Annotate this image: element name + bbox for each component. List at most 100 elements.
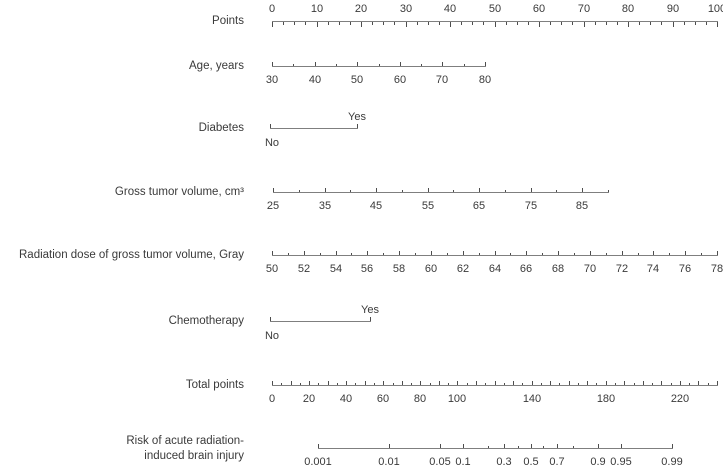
axis-tick-radiation-dose-of-gross-tumor-volume-gray — [479, 252, 480, 255]
axis-tick-label-points: 60 — [532, 3, 546, 15]
axis-tick-total-points — [717, 380, 718, 385]
axis-tick-label-age-years: 80 — [478, 74, 492, 86]
axis-tick-total-points — [513, 380, 514, 385]
axis-tick-risk-of-acute-radiation — [504, 443, 505, 448]
axis-tick-risk-of-acute-radiation — [543, 445, 544, 448]
axis-tick-label-gross-tumor-volume-cm: 35 — [318, 200, 332, 212]
axis-tick-radiation-dose-of-gross-tumor-volume-gray — [622, 250, 623, 255]
axis-tick-risk-of-acute-radiation — [389, 443, 390, 448]
axis-tick-label-points: 20 — [354, 3, 368, 15]
axis-tick-points — [305, 22, 306, 25]
axis-tick-label-radiation-dose-of-gross-tumor-volume-gray: 74 — [646, 263, 660, 275]
axis-tick-points — [717, 22, 718, 27]
axis-tick-diabetes — [357, 124, 358, 128]
axis-tick-gross-tumor-volume-cm — [376, 187, 377, 192]
axis-tick-radiation-dose-of-gross-tumor-volume-gray — [320, 252, 321, 255]
axis-tick-points — [283, 22, 284, 25]
axis-tick-age-years — [421, 63, 422, 66]
axis-tick-total-points — [402, 380, 403, 385]
axis-tick-gross-tumor-volume-cm — [299, 189, 300, 192]
axis-tick-label-total-points: 40 — [339, 393, 353, 405]
axis-tick-label-risk-of-acute-radiation: 0.1 — [455, 456, 471, 468]
axis-tick-total-points — [615, 382, 616, 385]
axis-tick-gross-tumor-volume-cm — [505, 189, 506, 192]
axis-tick-label-points: 90 — [666, 3, 680, 15]
axis-tick-label-risk-of-acute-radiation: 0.5 — [523, 456, 539, 468]
axis-tick-total-points — [652, 382, 653, 385]
axis-tick-total-points — [328, 380, 329, 385]
axis-tick-total-points — [569, 380, 570, 385]
axis-tick-points — [528, 22, 529, 25]
axis-tick-gross-tumor-volume-cm — [402, 189, 403, 192]
axis-tick-total-points — [393, 382, 394, 385]
axis-tick-total-points — [661, 380, 662, 385]
axis-tick-total-points — [300, 382, 301, 385]
axis-tick-total-points — [272, 380, 273, 385]
axis-tick-points — [439, 22, 440, 25]
axis-line-gross-tumor-volume-cm — [273, 192, 609, 193]
axis-tick-label-radiation-dose-of-gross-tumor-volume-gray: 58 — [392, 263, 406, 275]
axis-tick-label-risk-of-acute-radiation: 0.01 — [378, 456, 400, 468]
axis-tick-radiation-dose-of-gross-tumor-volume-gray — [574, 252, 575, 255]
axis-tick-total-points — [596, 382, 597, 385]
axis-tick-label-points: 100 — [707, 3, 723, 15]
axis-tick-risk-of-acute-radiation — [531, 443, 532, 448]
axis-tick-total-points — [522, 382, 523, 385]
axis-tick-age-years — [272, 61, 273, 66]
axis-tick-label-total-points: 220 — [670, 393, 690, 405]
axis-tick-points — [617, 22, 618, 25]
axis-tick-radiation-dose-of-gross-tumor-volume-gray — [638, 252, 639, 255]
axis-tick-label-points: 40 — [443, 3, 457, 15]
axis-tick-label-points: 80 — [621, 3, 635, 15]
axis-tick-age-years — [442, 61, 443, 66]
axis-tick-risk-of-acute-radiation — [518, 445, 519, 448]
axis-tick-points — [706, 22, 707, 25]
row-label-total-points: Total points — [185, 379, 244, 391]
axis-tick-radiation-dose-of-gross-tumor-volume-gray — [351, 252, 352, 255]
axis-tick-risk-of-acute-radiation — [488, 445, 489, 448]
axis-tick-total-points — [634, 382, 635, 385]
axis-tick-points — [506, 22, 507, 25]
row-label-chemotherapy: Chemotherapy — [168, 315, 244, 327]
axis-tick-label-points: 50 — [488, 3, 502, 15]
axis-tick-points — [461, 22, 462, 25]
axis-tick-total-points — [365, 380, 366, 385]
axis-line-risk-of-acute-radiation — [318, 448, 673, 449]
axis-tick-label-radiation-dose-of-gross-tumor-volume-gray: 54 — [329, 263, 343, 275]
axis-tick-risk-of-acute-radiation — [672, 443, 673, 448]
axis-tick-risk-of-acute-radiation — [557, 443, 558, 448]
axis-tick-radiation-dose-of-gross-tumor-volume-gray — [288, 252, 289, 255]
axis-tick-label-radiation-dose-of-gross-tumor-volume-gray: 70 — [583, 263, 597, 275]
axis-tick-radiation-dose-of-gross-tumor-volume-gray — [558, 250, 559, 255]
axis-tick-radiation-dose-of-gross-tumor-volume-gray — [463, 250, 464, 255]
axis-tick-label-radiation-dose-of-gross-tumor-volume-gray: 50 — [265, 263, 279, 275]
row-label-age-years: Age, years — [189, 60, 244, 72]
axis-tick-total-points — [643, 380, 644, 385]
axis-tick-points — [661, 22, 662, 25]
axis-tick-total-points — [606, 380, 607, 385]
axis-tick-gross-tumor-volume-cm — [325, 187, 326, 192]
axis-tick-age-years — [293, 63, 294, 66]
axis-tick-label-total-points: 100 — [447, 393, 467, 405]
axis-tick-total-points — [420, 380, 421, 385]
axis-tick-total-points — [708, 382, 709, 385]
row-label-radiation-dose-of-gross-tumor-volume-gray: Radiation dose of gross tumor volume, Gr… — [19, 249, 244, 261]
axis-tick-chemotherapy — [370, 317, 371, 321]
axis-tick-age-years — [357, 61, 358, 66]
axis-tick-radiation-dose-of-gross-tumor-volume-gray — [304, 250, 305, 255]
axis-tick-points — [595, 22, 596, 25]
axis-tick-radiation-dose-of-gross-tumor-volume-gray — [336, 250, 337, 255]
axis-tick-points — [628, 22, 629, 27]
axis-tick-total-points — [411, 382, 412, 385]
axis-tick-points — [394, 22, 395, 25]
axis-tick-radiation-dose-of-gross-tumor-volume-gray — [717, 250, 718, 255]
axis-tick-label-gross-tumor-volume-cm: 85 — [575, 200, 589, 212]
axis-tick-radiation-dose-of-gross-tumor-volume-gray — [701, 252, 702, 255]
axis-tick-total-points — [550, 380, 551, 385]
axis-tick-label-radiation-dose-of-gross-tumor-volume-gray: 52 — [297, 263, 311, 275]
axis-tick-points — [584, 22, 585, 27]
axis-tick-radiation-dose-of-gross-tumor-volume-gray — [669, 252, 670, 255]
axis-tick-total-points — [559, 382, 560, 385]
axis-line-diabetes — [270, 128, 358, 129]
